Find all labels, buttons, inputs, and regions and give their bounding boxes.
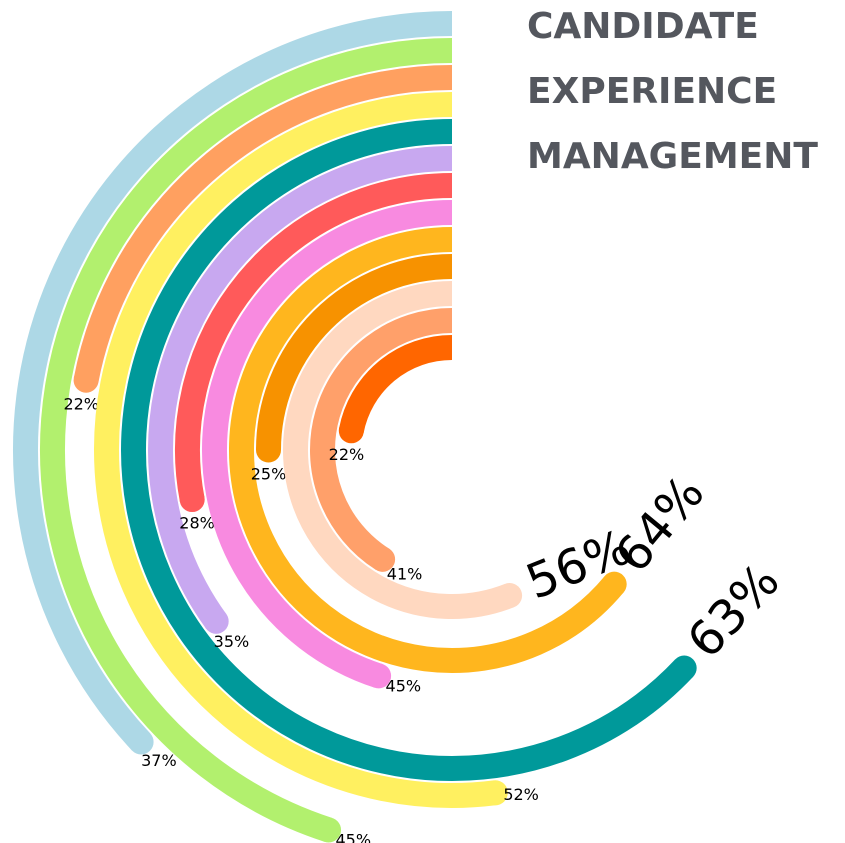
radial-bar-cap [128,729,154,755]
radial-bar [175,173,453,502]
radial-bar-cap [482,780,508,806]
radial-bar [283,281,515,619]
value-label: 41% [387,565,423,584]
radial-bar-cap [256,437,281,463]
radial-bar [148,146,453,629]
radial-bar [202,200,453,688]
radial-bar [339,335,453,434]
value-label: 63% [677,553,791,669]
value-label: 45% [335,831,371,843]
radial-bar [73,65,453,383]
value-label: 37% [141,751,177,770]
radial-bar [121,119,694,781]
radial-bar [229,227,624,673]
radial-bar-cap [671,655,697,681]
chart-title: CANDIDATE [527,6,759,47]
radial-bar [94,92,497,808]
radial-bar-cap [366,663,392,689]
radial-bar-cap [338,418,364,444]
value-label: 28% [179,514,215,533]
value-label: 52% [503,785,539,804]
radial-bar-cap [179,487,205,513]
value-label: 22% [329,445,365,464]
radial-bar-cap [203,608,229,634]
radial-bar-cap [316,817,342,843]
value-label: 22% [63,394,99,413]
chart-title: EXPERIENCE [527,71,777,112]
radial-bar-cap [370,546,396,572]
value-label: 25% [251,465,287,484]
radial-bar [310,308,453,570]
value-label: 56% [519,519,639,610]
chart-title: MANAGEMENT [527,136,818,177]
value-label: 45% [386,677,422,696]
value-label: 35% [214,632,250,651]
radial-bar-cap [601,571,627,597]
radial-bar [13,11,453,751]
radial-bar-cap [73,367,99,393]
radial-bar [40,38,453,842]
radial-bar [256,254,453,451]
radial-bar-cap [497,583,523,609]
